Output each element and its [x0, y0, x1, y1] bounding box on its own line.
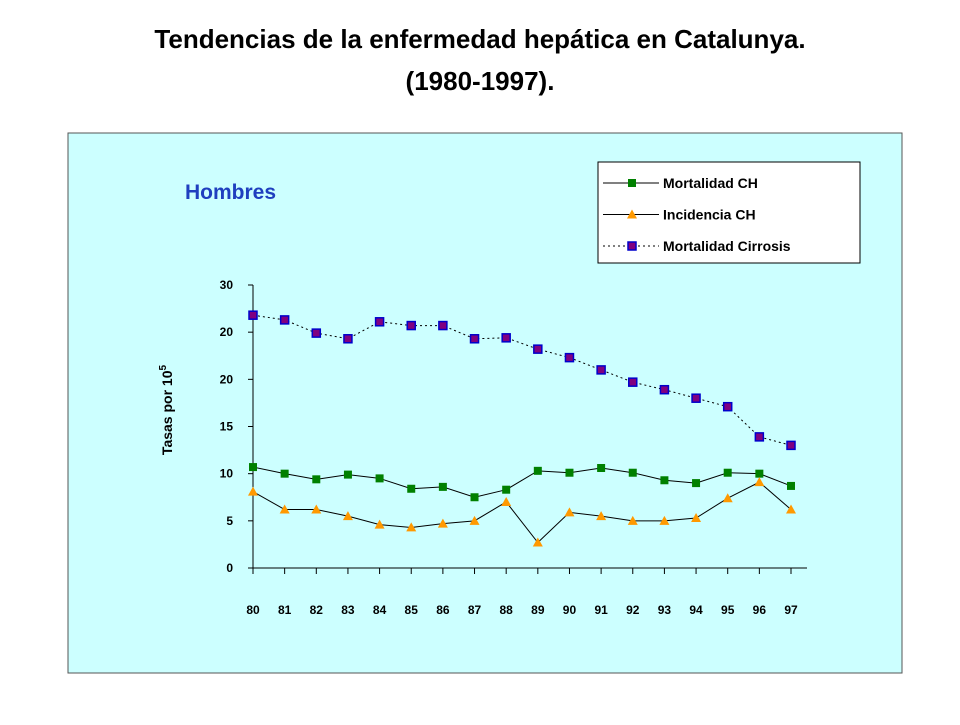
data-point	[659, 515, 670, 525]
data-point	[406, 522, 417, 532]
data-point	[565, 468, 574, 477]
data-point	[406, 320, 416, 331]
legend-label: Incidencia CH	[663, 207, 756, 223]
y-axis-label-superscript: 5	[158, 365, 169, 371]
data-point	[438, 320, 448, 331]
subtitle: Hombres	[185, 181, 276, 204]
data-point	[564, 507, 575, 517]
data-point	[596, 365, 606, 375]
legend-label: Mortalidad Cirrosis	[663, 238, 791, 254]
y-tick-label: 20	[220, 372, 234, 386]
data-point	[343, 334, 353, 344]
x-tick-label: 82	[310, 603, 324, 617]
data-point	[660, 476, 669, 485]
data-point	[374, 317, 385, 327]
data-point	[248, 310, 258, 320]
legend-label: Mortalidad CH	[663, 175, 758, 191]
data-point	[311, 328, 322, 338]
data-point	[343, 470, 352, 479]
data-point	[470, 493, 479, 502]
y-tick-label: 10	[220, 467, 234, 481]
y-axis-label: Tasas por 105	[158, 365, 175, 456]
x-tick-label: 96	[753, 603, 767, 617]
series-line	[252, 481, 792, 544]
x-tick-label: 97	[784, 603, 798, 617]
data-point	[501, 496, 512, 506]
data-point	[279, 315, 290, 325]
data-point	[627, 515, 638, 525]
data-point	[722, 493, 733, 503]
x-tick-label: 86	[436, 603, 450, 617]
y-tick-label: 5	[226, 514, 233, 528]
x-tick-label: 91	[594, 603, 608, 617]
x-tick-label: 83	[341, 603, 355, 617]
data-point	[533, 466, 542, 475]
data-point	[469, 334, 480, 344]
data-point	[597, 464, 606, 473]
x-tick-label: 94	[689, 603, 703, 617]
x-tick-label: 81	[278, 603, 292, 617]
data-point	[786, 504, 796, 514]
data-point	[469, 515, 480, 525]
data-point	[280, 469, 289, 478]
data-point	[342, 511, 353, 521]
x-tick-label: 87	[468, 603, 482, 617]
data-point	[691, 513, 702, 523]
data-point	[502, 485, 511, 494]
data-point	[754, 477, 765, 487]
series-line	[252, 314, 792, 446]
data-point	[692, 479, 701, 488]
data-point	[407, 484, 416, 493]
data-point	[754, 432, 765, 442]
data-point	[438, 482, 447, 491]
legend-marker	[628, 179, 636, 187]
data-point	[786, 440, 796, 451]
x-tick-label: 89	[531, 603, 545, 617]
data-point	[311, 504, 322, 514]
series-line	[252, 466, 792, 498]
data-point	[437, 518, 448, 528]
x-tick-label: 92	[626, 603, 640, 617]
data-point	[691, 393, 701, 403]
data-point	[374, 519, 385, 529]
data-point	[249, 463, 257, 472]
data-point	[722, 401, 733, 412]
data-point	[787, 481, 795, 490]
data-point	[723, 468, 732, 477]
x-tick-label: 95	[721, 603, 735, 617]
x-tick-label: 85	[405, 603, 419, 617]
legend-box	[597, 161, 861, 264]
y-tick-label: 20	[220, 325, 234, 339]
legend-marker	[627, 209, 637, 219]
data-point	[564, 352, 575, 363]
x-tick-label: 93	[658, 603, 672, 617]
data-point	[532, 537, 543, 547]
data-point	[312, 475, 321, 484]
x-tick-label: 84	[373, 603, 387, 617]
y-tick-label: 0	[226, 561, 233, 575]
data-point	[628, 377, 638, 387]
data-point	[375, 474, 384, 483]
data-point	[659, 384, 670, 395]
y-tick-label: 15	[220, 420, 234, 434]
y-axis-label-text: Tasas por 10	[159, 370, 175, 455]
data-point	[501, 333, 511, 343]
x-tick-label: 88	[499, 603, 513, 617]
data-point	[279, 504, 290, 514]
data-point	[533, 344, 543, 354]
x-tick-label: 80	[246, 603, 260, 617]
y-tick-label: 30	[220, 278, 234, 292]
x-tick-label: 90	[563, 603, 577, 617]
chart-title: (1980-1997).	[406, 66, 555, 96]
data-point	[755, 469, 764, 478]
data-point	[628, 468, 637, 477]
chart-title: Tendencias de la enfermedad hepática en …	[154, 24, 805, 54]
data-point	[248, 486, 258, 496]
legend-marker	[627, 241, 637, 251]
data-point	[596, 511, 607, 521]
